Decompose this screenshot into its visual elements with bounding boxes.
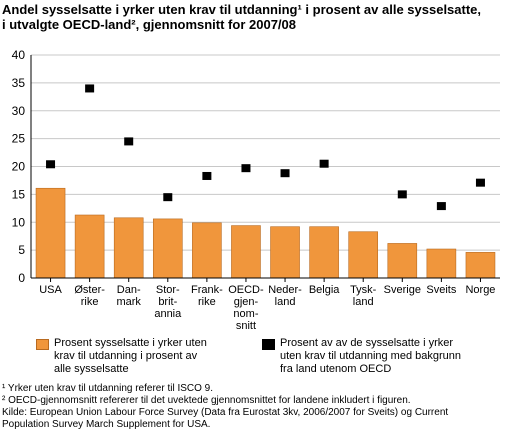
- marker: [202, 171, 212, 180]
- source-line-2: Population Survey March Supplement for U…: [2, 419, 211, 430]
- footnote-2: ² OECD-gjennomsnitt refererer til det uv…: [2, 395, 411, 406]
- x-tick-label: Sverige: [384, 284, 421, 296]
- y-tick-label: 5: [18, 243, 25, 257]
- x-tick-label: land: [275, 296, 296, 308]
- legend-text-bars-line-3: alle sysselsatte: [54, 363, 129, 375]
- y-tick-label: 40: [12, 48, 26, 62]
- legend-text-markers-line-1: Prosent av av de sysselsatte i yrker: [280, 337, 454, 349]
- x-tick-label: Dan-: [117, 284, 141, 296]
- y-tick-label: 15: [12, 187, 26, 201]
- y-tick-label: 20: [12, 160, 26, 174]
- bar: [35, 187, 66, 279]
- bar: [465, 252, 496, 279]
- bar: [152, 218, 183, 279]
- bar: [309, 226, 339, 279]
- footnotes: ¹ Yrker uten krav til utdanning referer …: [2, 383, 508, 431]
- bar: [74, 214, 105, 279]
- x-tick-label: gjen-: [234, 296, 259, 308]
- x-tick-label: OECD-: [228, 284, 264, 296]
- legend-item-bars: Prosent sysselsatte i yrker uten krav ti…: [36, 337, 251, 377]
- chart-title: Andel sysselsatte i yrker uten krav til …: [2, 2, 508, 32]
- x-tick-label: Øster-: [74, 284, 105, 296]
- marker: [124, 137, 134, 146]
- y-tick-label: 35: [12, 76, 26, 90]
- legend-swatch-orange: [36, 339, 49, 350]
- legend-text-markers-line-3: fra land utenom OECD: [280, 363, 392, 375]
- y-tick-label: 25: [12, 132, 26, 146]
- bar: [192, 222, 222, 279]
- x-tick-label: Tysk-: [350, 284, 377, 296]
- x-tick-label: rike: [81, 296, 99, 308]
- x-tick-label: brit-: [158, 296, 177, 308]
- bar: [113, 217, 144, 279]
- x-tick-label: mark: [116, 296, 141, 308]
- footnote-1: ¹ Yrker uten krav til utdanning referer …: [2, 383, 214, 394]
- legend-text-bars-line-1: Prosent sysselsatte i yrker uten: [54, 337, 207, 349]
- x-tick-label: land: [353, 296, 374, 308]
- marker: [163, 193, 173, 202]
- x-tick-label: Neder-: [268, 284, 302, 296]
- x-tick-label: rike: [198, 296, 216, 308]
- bar: [231, 225, 261, 279]
- x-tick-label: snitt: [236, 320, 256, 332]
- bar: [426, 248, 457, 279]
- bar: [348, 231, 379, 279]
- bar: [387, 243, 418, 279]
- bar: [270, 226, 300, 279]
- x-tick-label: Frank-: [191, 284, 223, 296]
- marker: [85, 84, 95, 93]
- x-tick-label: nom-: [233, 308, 258, 320]
- x-tick-label: Norge: [465, 284, 495, 296]
- x-tick-label: Sveits: [426, 284, 456, 296]
- marker: [241, 164, 251, 173]
- marker: [397, 190, 407, 199]
- legend-item-markers: Prosent av av de sysselsatte i yrker ute…: [262, 337, 507, 377]
- legend-text-markers-line-2: uten krav til utdanning med bakgrunn: [280, 350, 462, 362]
- legend-text-bars-line-2: krav til utdanning i prosent av: [54, 350, 198, 362]
- marker: [475, 178, 485, 187]
- marker: [46, 160, 56, 169]
- y-tick-label: 30: [12, 104, 26, 118]
- y-tick-label: 0: [18, 271, 25, 285]
- x-tick-label: Stor-: [156, 284, 180, 296]
- marker: [319, 159, 329, 168]
- x-tick-label: USA: [39, 284, 62, 296]
- y-tick-label: 10: [12, 215, 26, 229]
- chart-title-line-2: i utvalgte OECD-land², gjennomsnitt for …: [2, 17, 296, 32]
- marker: [280, 169, 290, 178]
- x-tick-label: Belgia: [309, 284, 340, 296]
- marker: [436, 202, 446, 211]
- legend-swatch-black: [262, 339, 275, 350]
- chart-title-line-1: Andel sysselsatte i yrker uten krav til …: [2, 2, 482, 17]
- source-line-1: Kilde: European Union Labour Force Surve…: [2, 407, 449, 418]
- x-tick-label: annia: [154, 308, 182, 320]
